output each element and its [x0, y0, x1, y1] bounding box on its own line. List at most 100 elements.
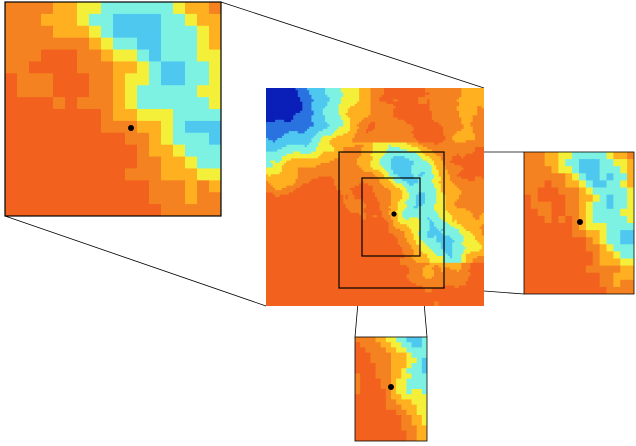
heatmap-cell	[266, 122, 269, 125]
heatmap-cell	[447, 117, 451, 121]
heatmap-cell	[356, 90, 360, 94]
heatmap-cell	[365, 158, 369, 162]
heatmap-cell	[411, 94, 415, 98]
heatmap-cell	[343, 197, 347, 200]
heatmap-cell	[361, 106, 365, 110]
heatmap-cell	[304, 172, 308, 175]
heatmap-cell	[399, 178, 403, 182]
heatmap-cell	[424, 99, 428, 103]
heatmap-cell	[384, 133, 387, 137]
heatmap-cell	[449, 135, 453, 139]
heatmap-cell	[424, 172, 428, 175]
heatmap-cell	[479, 110, 483, 114]
heatmap-cell	[390, 151, 394, 155]
heatmap-cell	[404, 133, 408, 137]
heatmap-cell	[338, 169, 342, 173]
heatmap-cell	[427, 178, 431, 182]
heatmap-cell	[454, 144, 458, 148]
heatmap-cell	[356, 183, 360, 187]
heatmap-cell	[361, 97, 365, 100]
heatmap-cell	[413, 194, 417, 198]
heatmap-cell	[320, 162, 324, 166]
heatmap-cell	[445, 172, 449, 175]
heatmap-cell	[459, 94, 462, 98]
heatmap-cell	[404, 115, 408, 119]
heatmap-cell	[445, 201, 449, 205]
heatmap-cell	[320, 151, 324, 155]
heatmap-cell	[468, 142, 471, 146]
heatmap-cell	[325, 108, 328, 112]
heatmap-cell	[461, 156, 465, 159]
heatmap-cell	[304, 99, 308, 103]
heatmap-cell	[406, 194, 410, 198]
heatmap-cell	[306, 97, 310, 100]
heatmap-cell	[438, 94, 442, 98]
heatmap-cell	[424, 110, 428, 114]
heatmap-cell	[402, 122, 406, 125]
heatmap-cell	[288, 135, 292, 139]
heatmap-cell	[474, 97, 478, 100]
heatmap-cell	[281, 160, 285, 164]
heatmap-cell	[438, 201, 442, 205]
heatmap-cell	[338, 92, 342, 96]
heatmap-cell	[277, 103, 281, 107]
heatmap-cell	[297, 162, 301, 166]
heatmap-cell	[404, 97, 408, 100]
heatmap-cell	[322, 149, 326, 153]
heatmap-cell	[354, 103, 358, 107]
heatmap-cell	[375, 167, 378, 171]
heatmap-cell	[422, 194, 426, 198]
heatmap-cell	[459, 172, 462, 175]
heatmap-cell	[304, 169, 308, 173]
heatmap-cell	[275, 178, 278, 182]
heatmap-cell	[411, 187, 415, 191]
heatmap-cell	[268, 169, 272, 173]
heatmap-cell	[275, 176, 278, 180]
heatmap-cell	[304, 158, 308, 162]
heatmap-cell	[295, 147, 299, 150]
heatmap-cell	[318, 199, 322, 203]
heatmap-cell	[325, 101, 328, 105]
heatmap-cell	[459, 178, 462, 182]
heatmap-cell	[379, 156, 383, 159]
heatmap-cell	[338, 119, 342, 123]
heatmap-cell	[361, 101, 365, 105]
heatmap-cell	[331, 92, 335, 96]
heatmap-cell	[431, 133, 435, 137]
heatmap-cell	[327, 131, 331, 135]
heatmap-cell	[318, 88, 322, 91]
heatmap-cell	[379, 167, 383, 171]
heatmap-cell	[311, 165, 315, 169]
heatmap-cell	[409, 90, 412, 94]
heatmap-cell	[375, 197, 378, 200]
heatmap-cell	[279, 137, 283, 141]
heatmap-cell	[438, 90, 442, 94]
heatmap-cell	[415, 119, 419, 123]
heatmap-cell	[402, 199, 406, 203]
heatmap-cell	[427, 128, 431, 132]
heatmap-cell	[474, 162, 478, 166]
heatmap-cell	[459, 160, 462, 164]
heatmap-cell	[365, 106, 369, 110]
heatmap-cell	[313, 122, 317, 125]
heatmap-cell	[365, 203, 369, 207]
heatmap-cell	[438, 119, 442, 123]
heatmap-cell	[359, 181, 362, 184]
heatmap-cell	[343, 151, 347, 155]
heatmap-cell	[477, 106, 481, 110]
heatmap-cell	[322, 88, 326, 91]
heatmap-cell	[415, 192, 419, 196]
heatmap-cell	[468, 135, 471, 139]
heatmap-cell	[284, 137, 288, 141]
heatmap-cell	[272, 106, 276, 110]
heatmap-cell	[318, 176, 322, 180]
heatmap-cell	[424, 133, 428, 137]
heatmap-cell	[397, 144, 401, 148]
heatmap-cell	[270, 110, 274, 114]
heatmap-cell	[413, 112, 417, 116]
heatmap-cell	[472, 178, 476, 182]
heatmap-cell	[286, 119, 290, 123]
heatmap-cell	[331, 119, 335, 123]
heatmap-cell	[352, 151, 356, 155]
heatmap-cell	[406, 169, 410, 173]
